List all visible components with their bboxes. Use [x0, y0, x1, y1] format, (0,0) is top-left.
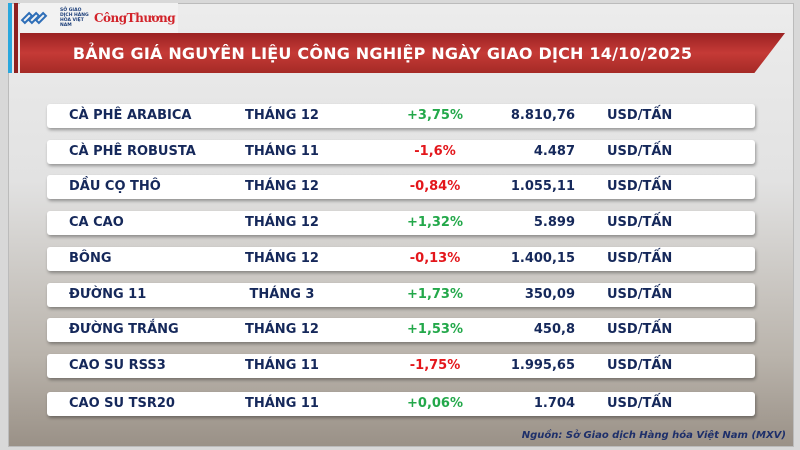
price-change: -0,13% [409, 251, 461, 266]
price-value: 1.704 [533, 396, 575, 411]
price-value: 350,09 [524, 287, 575, 302]
page-title: BẢNG GIÁ NGUYÊN LIỆU CÔNG NGHIỆP NGÀY GI… [72, 43, 693, 63]
price-value: 5.899 [533, 215, 575, 230]
contract-month: THÁNG 12 [245, 251, 319, 266]
accent-bar-red [14, 3, 18, 73]
price-value: 1.055,11 [510, 179, 575, 194]
price-change: +1,73% [407, 287, 463, 302]
table-row: CAO SU RSS3 THÁNG 11 -1,75% 1.995,65 USD/TẤN [47, 354, 755, 378]
commodity-name: CAO SU TSR20 [69, 396, 175, 411]
logo-area: SỞ GIAO DỊCH HÀNG HÓA VIỆT NAM CôngThươn… [20, 3, 178, 33]
commodity-name: ĐƯỜNG TRẮNG [69, 322, 179, 337]
price-unit: USD/TẤN [607, 108, 673, 123]
table-row: ĐƯỜNG 11 THÁNG 3 +1,73% 350,09 USD/TẤN [47, 283, 755, 307]
accent-bar-blue [8, 3, 12, 73]
commodity-name: ĐƯỜNG 11 [69, 287, 147, 302]
price-unit: USD/TẤN [607, 215, 673, 230]
table-row: CAO SU TSR20 THÁNG 11 +0,06% 1.704 USD/TẤN [47, 392, 755, 416]
title-banner: BẢNG GIÁ NGUYÊN LIỆU CÔNG NGHIỆP NGÀY GI… [20, 33, 785, 73]
contract-month: THÁNG 3 [249, 287, 315, 302]
commodity-name: DẦU CỌ THÔ [69, 179, 161, 194]
contract-month: THÁNG 11 [245, 358, 319, 373]
contract-month: THÁNG 11 [245, 396, 319, 411]
commodity-name: BÔNG [69, 251, 112, 266]
congthuong-logo: CôngThương [94, 11, 176, 25]
contract-month: THÁNG 12 [245, 215, 319, 230]
table-row: CÀ PHÊ ROBUSTA THÁNG 11 -1,6% 4.487 USD/TẤN [47, 140, 755, 164]
price-change: -1,75% [409, 358, 461, 373]
commodity-name: CÀ PHÊ ARABICA [69, 108, 192, 123]
price-change: -0,84% [409, 179, 461, 194]
contract-month: THÁNG 12 [245, 322, 319, 337]
price-change: +0,06% [407, 396, 463, 411]
price-value: 450,8 [533, 322, 575, 337]
table-row: BÔNG THÁNG 12 -0,13% 1.400,15 USD/TẤN [47, 247, 755, 271]
commodity-name: CA CAO [69, 215, 124, 230]
mxv-logo-text: SỞ GIAO DỊCH HÀNG HÓA VIỆT NAM [60, 8, 89, 28]
contract-month: THÁNG 12 [245, 179, 319, 194]
source-note: Nguồn: Sở Giao dịch Hàng hóa Việt Nam (M… [521, 430, 786, 441]
price-unit: USD/TẤN [607, 179, 673, 194]
contract-month: THÁNG 12 [245, 108, 319, 123]
price-change: +1,32% [407, 215, 463, 230]
mxv-logo-icon [20, 10, 56, 26]
table-row: CÀ PHÊ ARABICA THÁNG 12 +3,75% 8.810,76 USD/… [47, 104, 755, 128]
price-unit: USD/TẤN [607, 251, 673, 266]
price-change: +3,75% [407, 108, 463, 123]
price-unit: USD/TẤN [607, 396, 673, 411]
commodity-name: CAO SU RSS3 [69, 358, 166, 373]
price-unit: USD/TẤN [607, 287, 673, 302]
price-change: -1,6% [414, 144, 456, 159]
table-row: CA CAO THÁNG 12 +1,32% 5.899 USD/TẤN [47, 211, 755, 235]
price-value: 8.810,76 [510, 108, 575, 123]
price-value: 4.487 [533, 144, 575, 159]
price-value: 1.995,65 [510, 358, 575, 373]
price-unit: USD/TẤN [607, 358, 673, 373]
contract-month: THÁNG 11 [245, 144, 319, 159]
table-row: ĐƯỜNG TRẮNG THÁNG 12 +1,53% 450,8 USD/TẤN [47, 318, 755, 342]
price-unit: USD/TẤN [607, 144, 673, 159]
price-value: 1.400,15 [510, 251, 575, 266]
commodity-name: CÀ PHÊ ROBUSTA [69, 144, 196, 159]
table-row: DẦU CỌ THÔ THÁNG 12 -0,84% 1.055,11 USD/TẤN [47, 175, 755, 199]
price-change: +1,53% [407, 322, 463, 337]
price-unit: USD/TẤN [607, 322, 673, 337]
